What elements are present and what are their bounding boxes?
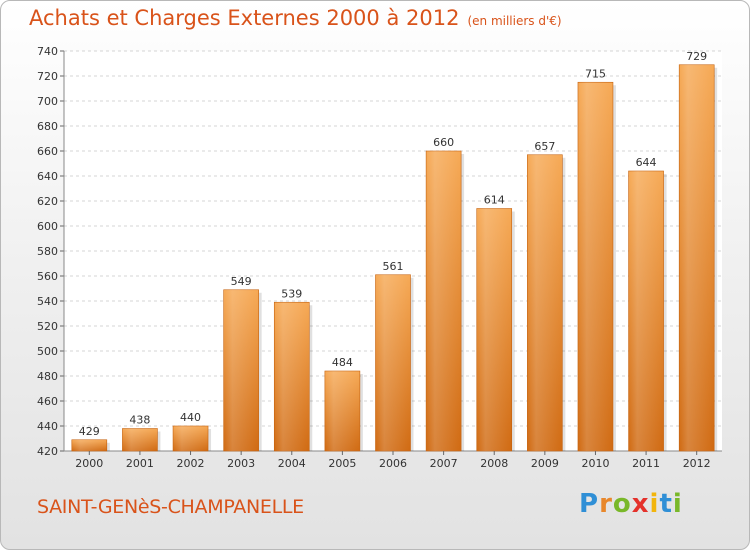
bar-highlight <box>173 426 209 451</box>
bar-value-label: 438 <box>129 414 150 427</box>
y-tick-label: 580 <box>37 245 58 258</box>
logo-letter: P <box>579 489 600 519</box>
bar-highlight <box>679 64 715 451</box>
y-tick-label: 480 <box>37 370 58 383</box>
x-tick-label: 2010 <box>581 457 609 470</box>
bar-value-label: 644 <box>636 156 657 169</box>
chart-title: Achats et Charges Externes 2000 à 2012 (e… <box>29 6 562 30</box>
y-tick-label: 740 <box>37 45 58 58</box>
x-tick-label: 2005 <box>328 457 356 470</box>
x-tick-label: 2004 <box>278 457 306 470</box>
bar-value-label: 729 <box>686 50 707 63</box>
logo-letter: o <box>612 489 632 519</box>
y-tick-label: 720 <box>37 70 58 83</box>
bar-highlight <box>628 171 664 451</box>
y-tick-label: 440 <box>37 420 58 433</box>
y-tick-label: 520 <box>37 320 58 333</box>
bar-value-label: 549 <box>231 275 252 288</box>
y-tick-label: 500 <box>37 345 58 358</box>
chart-title-text: Achats et Charges Externes 2000 à 2012 <box>29 6 460 30</box>
bar-value-label: 660 <box>433 136 454 149</box>
y-tick-label: 660 <box>37 145 58 158</box>
bar-value-label: 429 <box>79 425 100 438</box>
x-tick-label: 2000 <box>75 457 103 470</box>
bar-value-label: 440 <box>180 411 201 424</box>
logo-letter: t <box>659 489 673 519</box>
y-tick-label: 680 <box>37 120 58 133</box>
x-tick-label: 2009 <box>531 457 559 470</box>
proxiti-logo: Proxiti <box>579 489 683 519</box>
bar-value-label: 484 <box>332 356 353 369</box>
x-tick-label: 2008 <box>480 457 508 470</box>
y-tick-label: 600 <box>37 220 58 233</box>
bar-highlight <box>122 428 158 451</box>
logo-letter: i <box>672 489 683 519</box>
y-tick-label: 640 <box>37 170 58 183</box>
bar-value-label: 614 <box>484 194 505 207</box>
x-tick-label: 2007 <box>430 457 458 470</box>
logo-letter: r <box>599 489 613 519</box>
x-tick-label: 2006 <box>379 457 407 470</box>
bar-highlight <box>223 289 259 451</box>
bar-value-label: 657 <box>534 140 555 153</box>
bar-value-label: 561 <box>383 260 404 273</box>
logo-letter: x <box>631 489 650 519</box>
bar-highlight <box>426 151 462 451</box>
bar-highlight <box>274 302 310 451</box>
x-tick-label: 2011 <box>632 457 660 470</box>
bar-value-label: 715 <box>585 67 606 80</box>
x-tick-label: 2003 <box>227 457 255 470</box>
bar-highlight <box>476 208 512 451</box>
y-tick-label: 420 <box>37 445 58 458</box>
bar-highlight <box>324 371 360 451</box>
y-tick-label: 700 <box>37 95 58 108</box>
y-tick-label: 460 <box>37 395 58 408</box>
bar-highlight <box>577 82 613 451</box>
x-tick-label: 2001 <box>126 457 154 470</box>
bar-highlight <box>375 274 411 451</box>
chart-unit: (en milliers d'€) <box>467 14 562 28</box>
y-tick-label: 620 <box>37 195 58 208</box>
logo-letter: i <box>649 489 660 519</box>
x-tick-label: 2002 <box>177 457 205 470</box>
commune-name: SAINT-GENèS-CHAMPANELLE <box>37 496 304 518</box>
bar-highlight <box>527 154 563 451</box>
x-tick-label: 2012 <box>683 457 711 470</box>
y-tick-label: 540 <box>37 295 58 308</box>
bar-value-label: 539 <box>281 287 302 300</box>
bar-highlight <box>71 439 107 451</box>
y-tick-label: 560 <box>37 270 58 283</box>
